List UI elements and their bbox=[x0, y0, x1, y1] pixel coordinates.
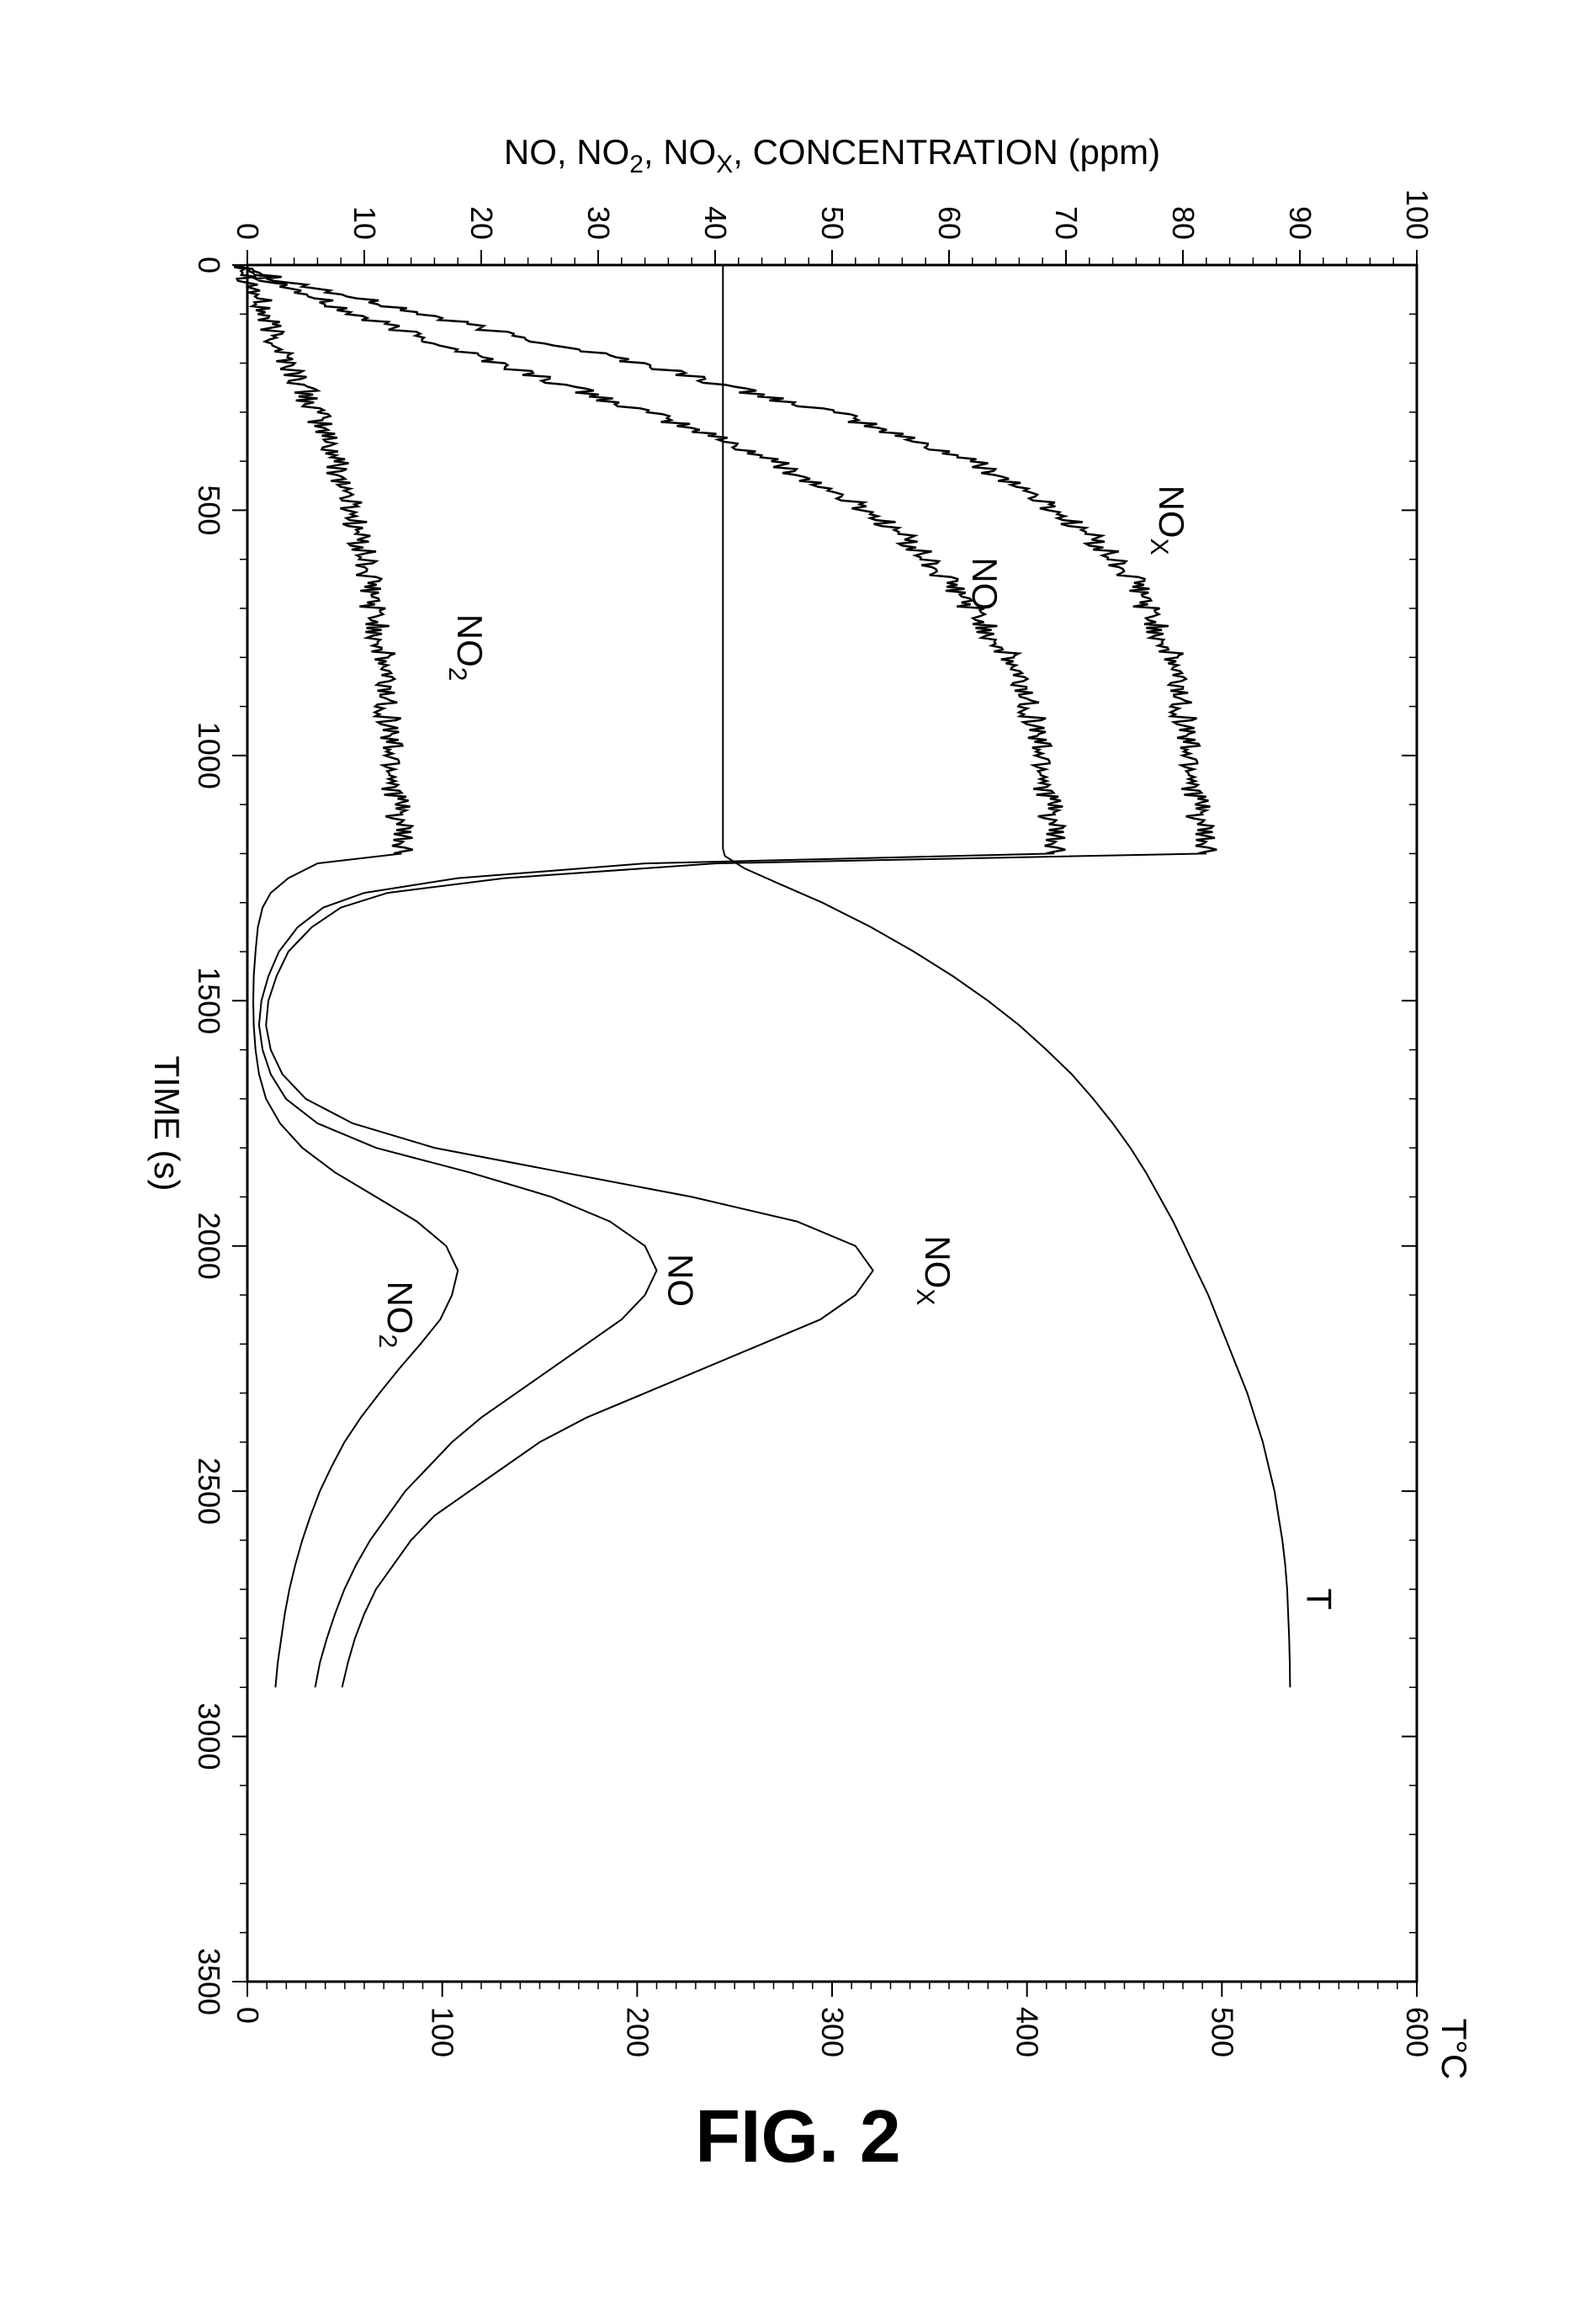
svg-text:100: 100 bbox=[1400, 189, 1434, 240]
svg-text:0: 0 bbox=[231, 2007, 265, 2024]
svg-text:40: 40 bbox=[698, 206, 733, 240]
svg-text:NO2: NO2 bbox=[443, 614, 490, 682]
svg-text:500: 500 bbox=[1205, 2007, 1239, 2057]
svg-text:3000: 3000 bbox=[192, 1703, 226, 1770]
svg-text:60: 60 bbox=[932, 206, 967, 240]
page: 0500100015002000250030003500TIME (s)0102… bbox=[0, 0, 1596, 2314]
svg-text:NOX: NOX bbox=[911, 1235, 957, 1305]
svg-text:200: 200 bbox=[620, 2007, 655, 2057]
svg-text:0: 0 bbox=[192, 257, 226, 273]
svg-text:30: 30 bbox=[581, 206, 616, 240]
svg-text:T°C: T°C bbox=[1434, 2019, 1474, 2080]
svg-text:50: 50 bbox=[815, 206, 850, 240]
chart-container: 0500100015002000250030003500TIME (s)0102… bbox=[104, 105, 1493, 2125]
svg-text:3500: 3500 bbox=[192, 1948, 226, 2015]
svg-text:70: 70 bbox=[1049, 206, 1084, 240]
svg-text:0: 0 bbox=[231, 223, 265, 240]
svg-text:10: 10 bbox=[347, 206, 382, 240]
svg-text:1500: 1500 bbox=[192, 967, 226, 1034]
svg-text:100: 100 bbox=[425, 2007, 459, 2057]
svg-text:NO, NO2, NOX, CONCENTRATION (p: NO, NO2, NOX, CONCENTRATION (ppm) bbox=[503, 132, 1159, 178]
svg-text:1000: 1000 bbox=[192, 722, 226, 789]
line-chart: 0500100015002000250030003500TIME (s)0102… bbox=[104, 105, 1493, 2125]
svg-text:NO: NO bbox=[964, 557, 1004, 610]
svg-text:2000: 2000 bbox=[192, 1213, 226, 1280]
figure-caption: FIG. 2 bbox=[0, 2094, 1596, 2179]
svg-text:20: 20 bbox=[464, 206, 499, 240]
svg-text:400: 400 bbox=[1010, 2007, 1044, 2057]
svg-text:80: 80 bbox=[1166, 206, 1201, 240]
svg-text:300: 300 bbox=[815, 2007, 850, 2057]
svg-text:NO2: NO2 bbox=[373, 1281, 419, 1348]
svg-text:2500: 2500 bbox=[192, 1457, 226, 1525]
svg-text:NOX: NOX bbox=[1145, 486, 1191, 555]
svg-text:NO: NO bbox=[660, 1254, 700, 1307]
svg-text:T: T bbox=[1299, 1589, 1339, 1611]
svg-text:500: 500 bbox=[192, 485, 226, 535]
svg-text:TIME (s): TIME (s) bbox=[147, 1056, 187, 1191]
svg-text:90: 90 bbox=[1283, 206, 1318, 240]
svg-text:600: 600 bbox=[1400, 2007, 1434, 2057]
